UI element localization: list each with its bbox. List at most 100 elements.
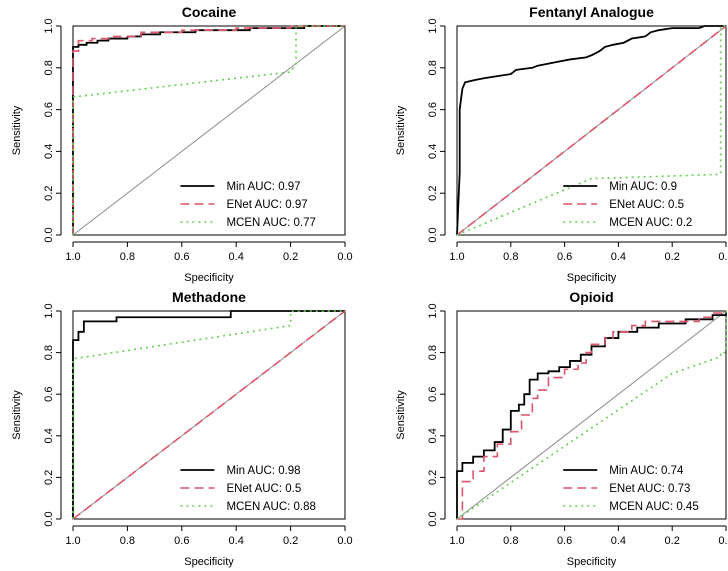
- series-line-min: [72, 310, 345, 519]
- x-tick-label: 0.2: [283, 535, 298, 547]
- y-tick-label: 0.2: [43, 186, 55, 201]
- y-axis: 0.0 0.2 0.4 0.6 0.8 1.0: [427, 303, 446, 527]
- x-tick-label: 0.4: [229, 535, 244, 547]
- x-tick-label: 0.6: [557, 251, 572, 263]
- chart-title: Methadone: [172, 289, 246, 305]
- series-line-mcen: [456, 311, 727, 520]
- y-tick-label: 0.8: [43, 345, 55, 360]
- y-tick-label: 0.8: [427, 345, 439, 360]
- x-tick-label: 0.2: [283, 251, 298, 263]
- y-tick-label: 0.4: [43, 144, 55, 159]
- x-tick-label: 1.0: [449, 251, 464, 263]
- legend-label-mcen: MCEN AUC: 0.88: [226, 501, 315, 513]
- legend-label-min: Min AUC: 0.9: [609, 181, 677, 193]
- legend: Min AUC: 0.9 ENet AUC: 0.5 MCEN AUC: 0.2: [563, 181, 692, 229]
- x-tick-label: 0.2: [665, 535, 680, 547]
- x-tick-label: 1.0: [65, 535, 80, 547]
- x-axis-label: Specificity: [567, 556, 617, 568]
- chart-title: Fentanyl Analogue: [529, 4, 654, 20]
- y-axis-label: Sensitivity: [395, 105, 407, 155]
- x-axis: 1.0 0.8 0.6 0.4 0.2 0.0: [449, 241, 728, 263]
- y-tick-label: 1.0: [427, 303, 439, 318]
- chart-title: Opioid: [569, 289, 613, 305]
- x-tick-label: 0.6: [174, 251, 189, 263]
- x-tick-label: 0.0: [337, 535, 352, 547]
- plot-frame: [456, 25, 727, 236]
- y-axis: 0.0 0.2 0.4 0.6 0.8 1.0: [43, 18, 62, 243]
- series-line-enet: [72, 310, 346, 520]
- series-line-enet: [72, 25, 345, 235]
- x-tick-label: 0.8: [503, 535, 518, 547]
- y-tick-label: 0.2: [43, 470, 55, 485]
- legend-label-min: Min AUC: 0.74: [609, 465, 684, 477]
- reference-diagonal: [72, 25, 346, 236]
- y-tick-label: 0.4: [427, 428, 439, 443]
- y-axis: 0.0 0.2 0.4 0.6 0.8 1.0: [43, 303, 62, 527]
- x-tick-label: 0.8: [503, 251, 518, 263]
- plot-frame: [456, 310, 727, 520]
- x-axis-label: Specificity: [184, 272, 234, 284]
- legend-label-mcen: MCEN AUC: 0.77: [226, 217, 315, 229]
- x-tick-label: 0.0: [337, 251, 352, 263]
- legend-label-enet: ENet AUC: 0.5: [609, 199, 684, 211]
- series-line-mcen: [72, 25, 345, 235]
- y-tick-label: 0.4: [43, 428, 55, 443]
- y-tick-label: 0.0: [43, 511, 55, 526]
- legend-label-enet: ENet AUC: 0.73: [609, 483, 690, 495]
- legend-label-mcen: MCEN AUC: 0.45: [609, 501, 698, 513]
- x-tick-label: 0.8: [120, 251, 135, 263]
- series-line-min: [456, 311, 727, 519]
- y-tick-label: 0.2: [427, 186, 439, 201]
- y-axis: 0.0 0.2 0.4 0.6 0.8 1.0: [427, 18, 446, 243]
- x-axis-label: Specificity: [184, 556, 234, 568]
- y-tick-label: 0.6: [427, 102, 439, 117]
- y-tick-label: 0.2: [427, 470, 439, 485]
- x-axis-label: Specificity: [567, 272, 617, 284]
- legend: Min AUC: 0.74 ENet AUC: 0.73 MCEN AUC: 0.4…: [563, 465, 699, 513]
- y-tick-label: 0.0: [43, 227, 55, 242]
- y-tick-label: 0.8: [427, 60, 439, 75]
- x-tick-label: 0.4: [229, 251, 244, 263]
- legend-label-enet: ENet AUC: 0.97: [226, 199, 307, 211]
- x-tick-label: 0.6: [174, 535, 189, 547]
- x-tick-label: 1.0: [449, 535, 464, 547]
- x-axis: 1.0 0.8 0.6 0.4 0.2 0.0: [65, 525, 353, 547]
- legend-label-min: Min AUC: 0.97: [226, 181, 300, 193]
- y-tick-label: 0.6: [427, 387, 439, 402]
- y-axis-label: Sensitivity: [395, 390, 407, 440]
- x-tick-label: 0.8: [120, 535, 135, 547]
- legend-label-enet: ENet AUC: 0.5: [226, 483, 301, 495]
- y-tick-label: 0.0: [427, 511, 439, 526]
- x-tick-label: 1.0: [65, 251, 80, 263]
- chart-cocaine: 1.0 0.8 0.6 0.4 0.2 0.0Specificity0.00.20.40.…: [11, 4, 353, 284]
- y-axis-label: Sensitivity: [11, 105, 23, 155]
- series-line-enet: [457, 311, 727, 520]
- y-axis-label: Sensitivity: [11, 390, 23, 440]
- y-tick-label: 1.0: [43, 303, 55, 318]
- x-tick-label: 0.2: [665, 251, 680, 263]
- y-tick-label: 0.6: [43, 387, 55, 402]
- y-tick-label: 0.0: [427, 227, 439, 242]
- x-tick-label: 0.0: [718, 251, 728, 263]
- x-axis: 1.0 0.8 0.6 0.4 0.2 0.0: [65, 241, 353, 263]
- legend: Min AUC: 0.98 ENet AUC: 0.5 MCEN AUC: 0.88: [180, 465, 316, 513]
- x-axis: 1.0 0.8 0.6 0.4 0.2 0.0: [449, 525, 728, 547]
- x-tick-label: 0.0: [718, 535, 728, 547]
- chart-fentanyl-analogue: 1.0 0.8 0.6 0.4 0.2 0.0 Specificity 0.0 0.2 0.4 0.…: [395, 4, 728, 284]
- y-tick-label: 0.8: [43, 60, 55, 75]
- legend: Min AUC: 0.97 ENet AUC: 0.97 MCEN AUC: 0.7…: [180, 181, 316, 229]
- reference-diagonal: [456, 310, 727, 520]
- chart-methadone: 1.0 0.8 0.6 0.4 0.2 0.0Specificity0.00.20.40.…: [11, 289, 353, 568]
- y-tick-label: 1.0: [427, 18, 439, 33]
- y-tick-label: 0.6: [43, 102, 55, 117]
- chart-title: Cocaine: [182, 4, 237, 20]
- x-tick-label: 0.4: [611, 251, 626, 263]
- series-line-mcen: [456, 25, 726, 236]
- y-tick-label: 1.0: [43, 18, 55, 33]
- x-tick-label: 0.6: [557, 535, 572, 547]
- legend-label-min: Min AUC: 0.98: [226, 465, 300, 477]
- legend-label-mcen: MCEN AUC: 0.2: [609, 217, 692, 229]
- x-tick-label: 0.4: [611, 535, 626, 547]
- chart-opioid: 1.00.80.60.40.20.0Specificity0.00.20.40.…: [395, 289, 728, 568]
